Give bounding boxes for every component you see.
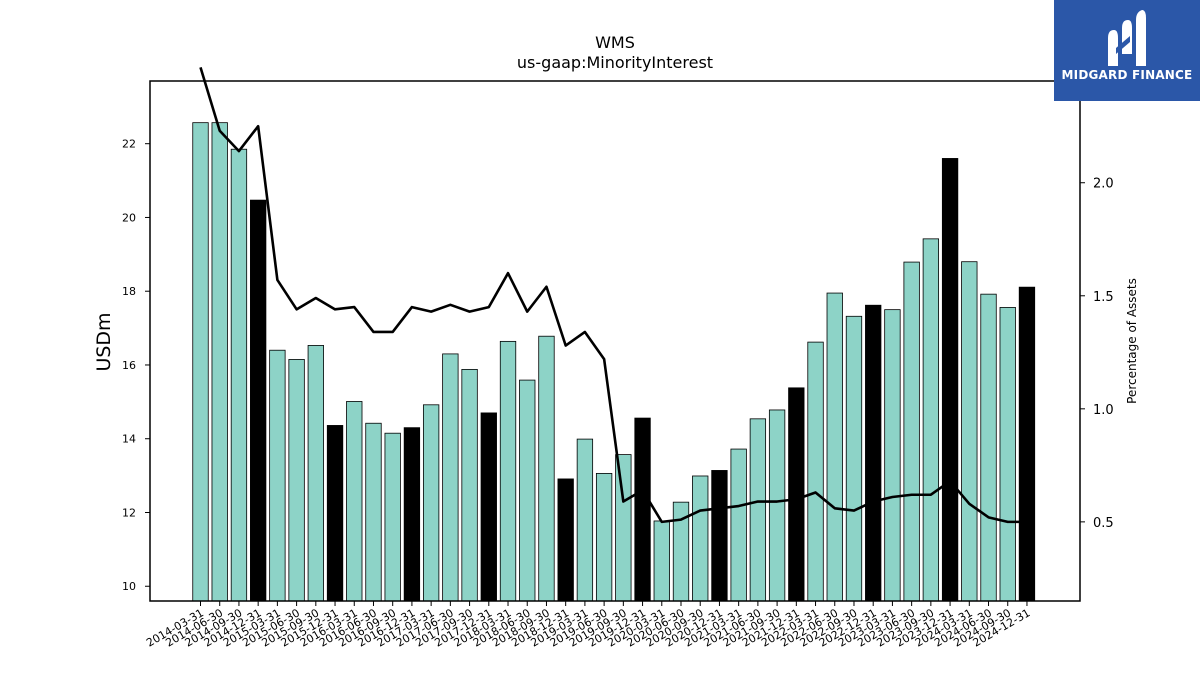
bar <box>346 401 363 602</box>
bar <box>922 238 940 602</box>
bar <box>384 432 401 602</box>
bar <box>730 448 747 602</box>
bar <box>884 309 901 602</box>
bar <box>403 427 421 602</box>
brand-logo: MIDGARD FINANCE <box>1054 0 1200 101</box>
bar <box>961 261 978 602</box>
bar <box>615 454 632 602</box>
bar <box>768 409 786 602</box>
bar <box>442 353 459 602</box>
brand-logo-text: MIDGARD FINANCE <box>1061 68 1193 82</box>
bar <box>480 412 497 602</box>
y-tick-label: 12 <box>122 506 136 519</box>
bar <box>230 148 248 602</box>
y2-axis-label: Percentage of Assets <box>1125 278 1139 404</box>
bar <box>865 304 882 602</box>
bar <box>365 422 382 602</box>
bar <box>499 340 517 602</box>
bar <box>980 293 997 602</box>
bar <box>288 359 305 602</box>
bar <box>999 307 1016 602</box>
bar <box>941 158 959 602</box>
y-tick-label: 14 <box>122 433 136 446</box>
bar <box>269 349 286 602</box>
bar <box>538 335 555 602</box>
bar <box>192 122 209 602</box>
bar <box>692 475 709 602</box>
y2-tick-label: 1.0 <box>1093 403 1114 418</box>
brand-logo-icon <box>1108 10 1146 66</box>
bar <box>711 470 728 602</box>
bar <box>845 315 863 602</box>
line-series <box>199 67 1027 524</box>
bar <box>326 425 344 602</box>
bar <box>461 368 478 602</box>
bars-group <box>192 122 1036 602</box>
chart-title: WMS <box>595 33 635 52</box>
y-tick-label: 22 <box>122 138 136 151</box>
y-tick-label: 10 <box>122 580 136 593</box>
bar <box>422 404 440 602</box>
y2-tick-label: 0.5 <box>1093 516 1114 531</box>
y-axis-label: USDm <box>93 312 115 371</box>
bar <box>576 438 594 602</box>
bar <box>595 472 613 602</box>
bar <box>653 520 670 602</box>
bar <box>1018 286 1036 602</box>
bar <box>519 379 536 602</box>
y2-tick-label: 2.0 <box>1093 177 1114 192</box>
y-tick-label: 16 <box>122 359 136 372</box>
bar <box>826 292 843 602</box>
y2-tick-label: 1.5 <box>1093 290 1114 305</box>
bar <box>634 417 651 602</box>
bar <box>250 199 267 602</box>
bar <box>307 345 324 602</box>
line-group <box>199 67 1027 524</box>
bar <box>807 341 824 602</box>
bar <box>788 387 805 602</box>
y-tick-label: 20 <box>122 211 136 224</box>
bar <box>557 478 574 602</box>
bar <box>749 418 767 602</box>
bar <box>903 261 920 602</box>
plot-frame <box>149 80 1081 602</box>
y-tick-label: 18 <box>122 285 136 298</box>
chart-subtitle: us-gaap:MinorityInterest <box>517 53 713 72</box>
bar <box>211 122 228 602</box>
